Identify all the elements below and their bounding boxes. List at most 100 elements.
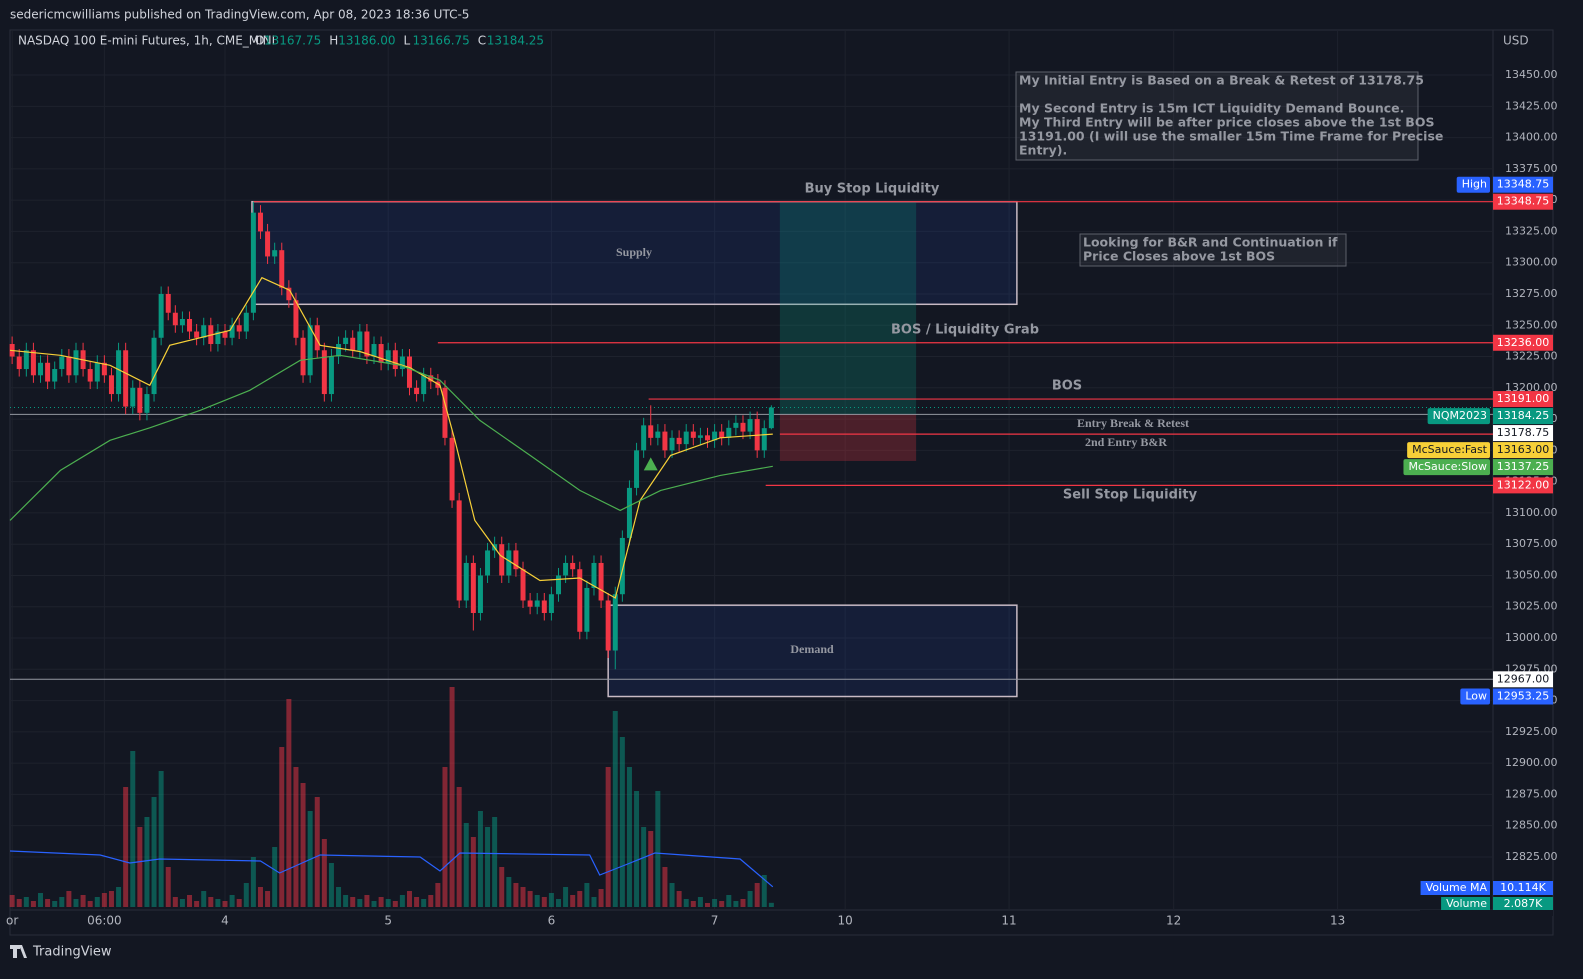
plot: Supply Demand Buy Stop Liquidity BOS / Liqu… [9,30,1493,910]
candle-body [151,337,157,395]
candle-body [243,312,249,332]
position-target [779,201,917,415]
candle-body [293,300,299,338]
price-tag-label: 13236.00 [1497,336,1550,349]
price-tag-label: 12967.00 [1497,672,1550,685]
y-tick-label: 12900.00 [1505,756,1558,769]
publisher: sedericmcwilliams published on TradingVi… [10,8,469,22]
note-line: Price Closes above 1st BOS [1083,249,1275,264]
time-axis-bg [1420,910,1553,916]
volume-bar [201,891,207,907]
brand-logo [10,945,27,958]
volume-bar [116,887,122,907]
candle-body [108,375,114,395]
candle-body [399,356,405,370]
candle-body [726,427,732,438]
price-tag-name-bg [1403,459,1490,476]
annotation: BOS [1052,379,1082,394]
ohlc-key: O [255,34,264,48]
volume-bar [605,767,611,907]
candle-body [201,325,207,338]
candle-body [421,375,427,395]
price-tag-label: 13184.25 [1497,409,1550,422]
candle-body [52,369,58,382]
candle-body [321,350,327,395]
volume-bar [534,895,540,907]
volume-bar [30,901,36,907]
price-tag [1493,425,1553,442]
volume-bar [385,899,391,907]
volume-bar [527,891,533,907]
volume-bar [612,711,618,907]
y-tick-label: 12825.00 [1505,850,1558,863]
volume-bar [463,823,469,907]
volume-bar [485,827,491,907]
volume-bar [648,831,654,907]
volume-bar [101,893,107,907]
candle-body [392,350,398,370]
candle-body [555,575,561,595]
candle-body [87,369,93,382]
volume-bar [300,783,306,907]
volume-bar [229,895,235,907]
volume-tag-label: 2.087K [1504,897,1543,910]
volume-bar [477,811,483,907]
volume-bar [406,891,412,907]
volume-bar [165,867,171,907]
candle-body [563,562,569,576]
volume-bar [541,897,547,907]
candle-body [634,450,640,488]
candle-body [265,231,271,257]
candle-body [570,562,576,570]
volume-bar [697,897,703,907]
price-tag-label: 13163.00 [1497,443,1550,456]
volume-bar [364,895,370,907]
candle-body [16,356,22,370]
y-tick-label: 13375.00 [1505,162,1558,175]
candle-body [676,437,682,445]
candle-body [350,337,356,351]
volume-bar [130,751,136,907]
price-tag-label: 13122.00 [1497,478,1550,491]
price-tag-label: 12953.25 [1497,690,1550,703]
candle-body [626,487,632,538]
volume-bar [520,887,526,907]
candle-body [187,318,193,332]
candle-body [463,562,469,601]
volume-bar [23,897,29,907]
volume-bar [705,903,711,907]
position-stop [779,414,917,461]
price-tag-name-bg [1407,442,1490,459]
x-tick-label: 6 [548,914,556,928]
x-tick-label: 11 [1001,914,1016,928]
y-tick-label: 13275.00 [1505,287,1558,300]
volume-bar [690,901,696,907]
ohlc-key: C [478,34,486,48]
note-line: Entry). [1019,143,1067,158]
candle-body [250,212,256,313]
ma-line [9,276,773,599]
note-line: My Initial Entry is Based on a Break & R… [1019,73,1424,88]
x-tick-label: 10 [838,914,853,928]
price-tag [1493,334,1553,351]
candle-body [655,431,661,438]
candle-body [485,550,491,576]
candle-body [371,344,377,357]
candle-body [669,437,675,451]
candle-body [513,550,519,570]
note-line: My Second Entry is 15m ICT Liquidity Dem… [1019,101,1404,116]
note-line: Looking for B&R and Continuation if [1083,235,1338,250]
volume-bar [584,883,590,907]
price-tag [1493,176,1553,193]
candle-body [300,337,306,376]
volume-bar [137,827,143,907]
price-tag-name: McSauce:Slow [1408,460,1487,473]
note-line: 13191.00 (I will use the smaller 15m Tim… [1019,129,1443,144]
price-tag [1493,477,1553,494]
volume-bar [683,899,689,907]
volume-bar [16,899,22,907]
volume-tag-name-bg [1441,897,1490,911]
y-tick-label: 13000.00 [1505,631,1558,644]
x-tick-label: 12 [1166,914,1181,928]
ohlc-key: L [404,34,411,48]
